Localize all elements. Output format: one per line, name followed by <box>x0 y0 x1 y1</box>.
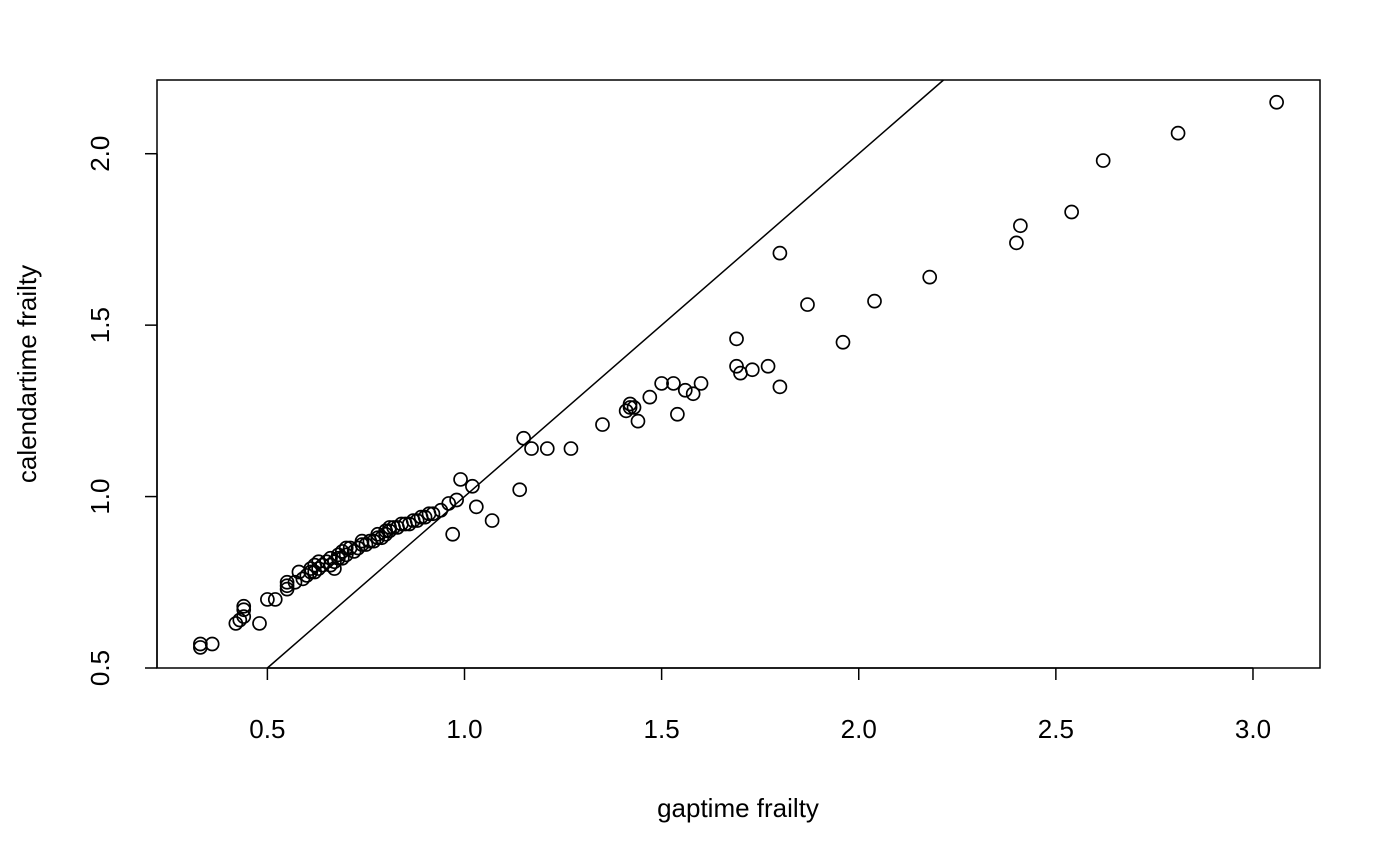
data-point <box>287 574 303 590</box>
data-point <box>232 612 248 628</box>
data-point <box>772 245 788 261</box>
data-points-layer <box>193 94 1284 655</box>
data-point <box>622 396 638 412</box>
x-tick-label: 1.0 <box>446 714 482 744</box>
data-point <box>401 516 417 532</box>
data-point <box>760 358 776 374</box>
data-point <box>323 550 338 566</box>
data-point <box>867 293 882 309</box>
x-tick-label: 1.5 <box>644 714 680 744</box>
data-point <box>1269 94 1284 110</box>
data-point <box>449 492 464 508</box>
data-point <box>800 297 815 312</box>
x-axis-label: gaptime frailty <box>657 793 819 823</box>
plot-area-border <box>156 79 1321 669</box>
x-axis: 0.5 1.0 1.5 2.0 2.5 3.0 <box>249 667 1271 744</box>
data-point <box>1013 218 1028 234</box>
data-point <box>468 499 484 515</box>
data-point <box>630 413 646 429</box>
data-point <box>516 430 531 446</box>
data-point <box>685 386 701 402</box>
data-point <box>677 382 693 398</box>
reference-line <box>266 79 944 669</box>
data-point <box>666 376 681 391</box>
data-point <box>260 592 275 607</box>
data-point <box>354 533 370 549</box>
data-point <box>1170 125 1186 141</box>
data-point <box>204 636 220 652</box>
data-point <box>512 482 528 498</box>
data-point <box>484 513 500 528</box>
data-point <box>654 376 669 391</box>
data-point <box>433 502 449 518</box>
data-point <box>744 362 760 378</box>
data-point <box>729 331 744 347</box>
y-axis-label: calendartime frailty <box>12 265 42 483</box>
data-point <box>922 269 938 285</box>
x-tick-label: 0.5 <box>249 714 285 744</box>
data-point <box>319 554 334 570</box>
data-point <box>539 441 555 456</box>
data-point <box>338 540 354 556</box>
data-point <box>453 472 468 487</box>
data-point <box>315 557 330 573</box>
y-tick-label: 1.5 <box>85 307 115 343</box>
data-point <box>524 441 539 456</box>
y-tick-label: 1.0 <box>85 478 115 514</box>
data-point <box>642 389 658 405</box>
data-point <box>445 526 461 542</box>
data-point <box>1009 235 1024 251</box>
x-tick-label: 2.5 <box>1038 714 1074 744</box>
data-point <box>193 636 208 652</box>
data-point <box>358 537 374 552</box>
data-point <box>279 574 295 590</box>
data-point <box>772 379 788 395</box>
data-point <box>334 544 350 559</box>
data-point <box>327 561 342 576</box>
data-point <box>228 616 244 631</box>
reference-line-layer <box>266 79 944 669</box>
x-tick-label: 2.0 <box>841 714 877 744</box>
data-point <box>252 616 267 631</box>
y-axis: 0.5 1.0 1.5 2.0 <box>85 136 158 686</box>
data-point <box>835 334 851 350</box>
data-point <box>1095 153 1111 168</box>
y-tick-label: 0.5 <box>85 650 115 686</box>
data-point <box>626 400 642 415</box>
x-tick-label: 3.0 <box>1235 714 1271 744</box>
data-point <box>465 478 480 494</box>
data-point <box>417 509 433 525</box>
data-point <box>236 609 252 624</box>
data-point <box>425 506 441 522</box>
data-point <box>334 550 350 566</box>
y-tick-label: 2.0 <box>85 136 115 172</box>
data-point <box>441 496 457 511</box>
data-point <box>595 417 610 432</box>
data-point <box>563 441 579 456</box>
data-point <box>693 376 709 391</box>
data-point <box>267 592 283 607</box>
data-point <box>236 598 252 614</box>
data-point <box>1064 204 1079 220</box>
data-point <box>409 513 425 528</box>
data-point <box>670 406 685 422</box>
